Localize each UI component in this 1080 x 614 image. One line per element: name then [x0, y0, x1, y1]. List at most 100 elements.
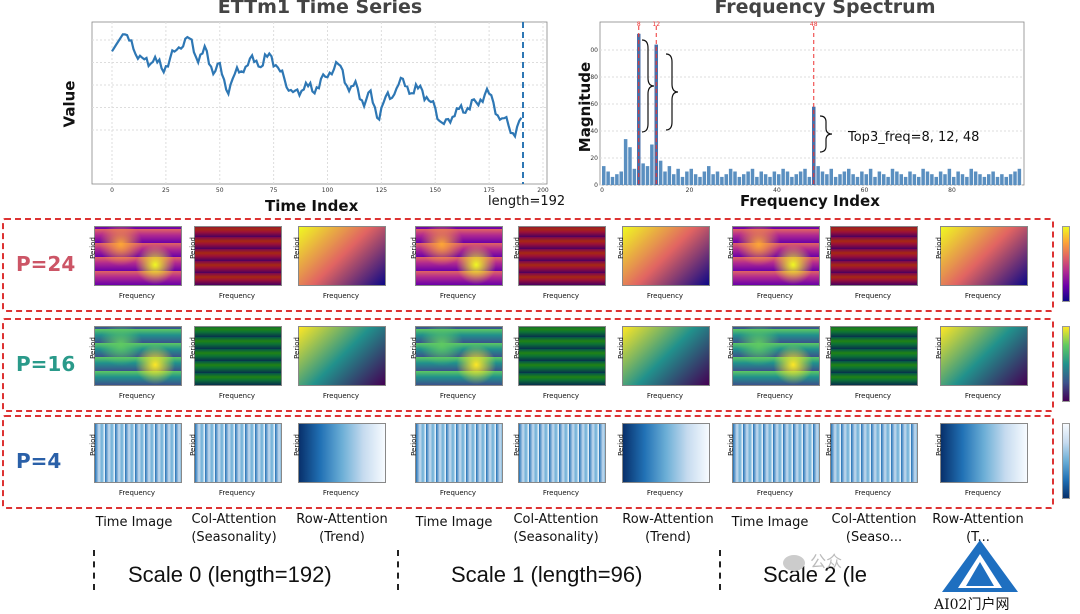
row-box-p-4	[2, 415, 1054, 509]
heatmap-image	[830, 226, 918, 286]
row-box-p-16	[2, 318, 1054, 412]
panel-x-label: Frequency	[964, 292, 1002, 300]
panel-y-label: Period	[88, 237, 97, 259]
column-name: Time Image	[95, 515, 173, 530]
freq-bar	[781, 168, 785, 185]
panel-y-label: Period	[824, 237, 833, 259]
peak-label: 12	[652, 21, 660, 28]
heatmap-panel: Period Frequency	[614, 226, 714, 302]
panel-x-label: Frequency	[322, 489, 360, 497]
heatmap-image	[518, 326, 606, 386]
freq-bar	[947, 168, 952, 185]
freq-bar	[689, 168, 693, 185]
panel-y-label: Period	[88, 337, 97, 359]
freq-bar	[641, 163, 645, 185]
freq-bar	[615, 174, 619, 185]
panel-y-label: Period	[726, 337, 735, 359]
freq-y-tick: 40	[590, 128, 598, 135]
heatmap-panel: Period Frequency	[186, 423, 286, 499]
freq-bar	[685, 171, 689, 185]
panel-x-label: Frequency	[646, 292, 684, 300]
heatmap-panel: Period Frequency	[407, 226, 507, 302]
freq-bar	[737, 176, 742, 185]
heatmap-panel: Period Frequency	[290, 423, 390, 499]
panel-x-label: Frequency	[854, 392, 892, 400]
panel-x-label: Frequency	[322, 392, 360, 400]
freq-y-tick: 100	[590, 47, 598, 54]
freq-bar	[654, 44, 658, 185]
panel-y-label: Period	[616, 434, 625, 456]
freq-bar	[978, 174, 982, 185]
freq-bar	[816, 166, 820, 185]
freq-bar	[851, 174, 855, 185]
freq-bar	[855, 176, 860, 185]
column-name: Time Image	[415, 515, 493, 530]
freq-bar	[965, 176, 969, 185]
freq-bar	[610, 176, 615, 185]
panel-x-label: Frequency	[439, 392, 477, 400]
freq-bar	[912, 174, 917, 185]
heatmap-panel: Period Frequency	[86, 423, 186, 499]
panel-y-label: Period	[188, 237, 197, 259]
heatmap-image	[622, 326, 710, 386]
panel-x-label: Frequency	[542, 292, 580, 300]
freq-y-tick: 0	[594, 182, 598, 189]
freq-bar	[637, 33, 641, 185]
freq-bar	[895, 171, 899, 185]
ts-x-tick: 125	[376, 187, 388, 194]
freq-bar	[820, 171, 825, 185]
heatmap-panel: Period Frequency	[510, 326, 610, 402]
heatmap-panel: Period Frequency	[86, 226, 186, 302]
divider-1	[93, 550, 95, 590]
freq-bar	[864, 174, 868, 185]
panel-x-label: Frequency	[542, 489, 580, 497]
freq-bar	[672, 174, 676, 185]
heatmap-panel: Period Frequency	[186, 326, 286, 402]
panel-x-label: Frequency	[646, 392, 684, 400]
panel-y-label: Period	[409, 237, 418, 259]
heatmap-image	[94, 326, 182, 386]
peak-label: 48	[810, 21, 818, 28]
freq-bar	[790, 176, 794, 185]
colorbar	[1062, 226, 1070, 302]
freq-bar	[755, 176, 759, 185]
ts-x-tick: 0	[110, 187, 114, 194]
freq-chart: 8 12 48 0 20 40 60 80 100 0 20 40 60 80	[590, 21, 1025, 194]
freq-bar	[882, 174, 886, 185]
panel-y-label: Period	[934, 337, 943, 359]
heatmap-image	[940, 226, 1028, 286]
heatmap-image	[518, 423, 606, 483]
heatmap-panel: Period Frequency	[614, 423, 714, 499]
freq-bar	[693, 174, 698, 185]
freq-bar	[982, 176, 987, 185]
heatmap-image	[415, 226, 503, 286]
freq-bar	[602, 166, 606, 185]
heatmap-image	[194, 326, 282, 386]
panel-y-label: Period	[934, 237, 943, 259]
freq-bar	[886, 176, 890, 185]
panel-y-label: Period	[292, 237, 301, 259]
freq-bar	[807, 176, 812, 185]
freq-x-tick: 60	[861, 187, 869, 194]
scale-1-label: Scale 1 (length=96)	[451, 562, 643, 587]
heatmap-image	[940, 423, 1028, 483]
panel-x-label: Frequency	[756, 392, 794, 400]
panel-x-label: Frequency	[118, 292, 156, 300]
panel-x-label: Frequency	[964, 392, 1002, 400]
panel-x-label: Frequency	[218, 392, 256, 400]
heatmap-panel: Period Frequency	[932, 423, 1032, 499]
heatmap-panel: Period Frequency	[407, 326, 507, 402]
ts-chart-title: ETTm1 Time Series	[217, 0, 423, 18]
heatmap-panel: Period Frequency	[290, 326, 390, 402]
wechat-text: 公众	[810, 552, 843, 571]
freq-bar	[921, 168, 925, 185]
heatmap-panel: Period Frequency	[86, 326, 186, 402]
heatmap-image	[94, 226, 182, 286]
heatmap-panel: Period Frequency	[822, 226, 922, 302]
freq-bar	[702, 171, 707, 185]
panel-y-label: Period	[824, 434, 833, 456]
row-box-p-24	[2, 218, 1054, 312]
column-name: Row-Attention (T...	[932, 512, 1024, 545]
ts-x-tick: 150	[430, 187, 442, 194]
freq-bar	[777, 174, 781, 185]
